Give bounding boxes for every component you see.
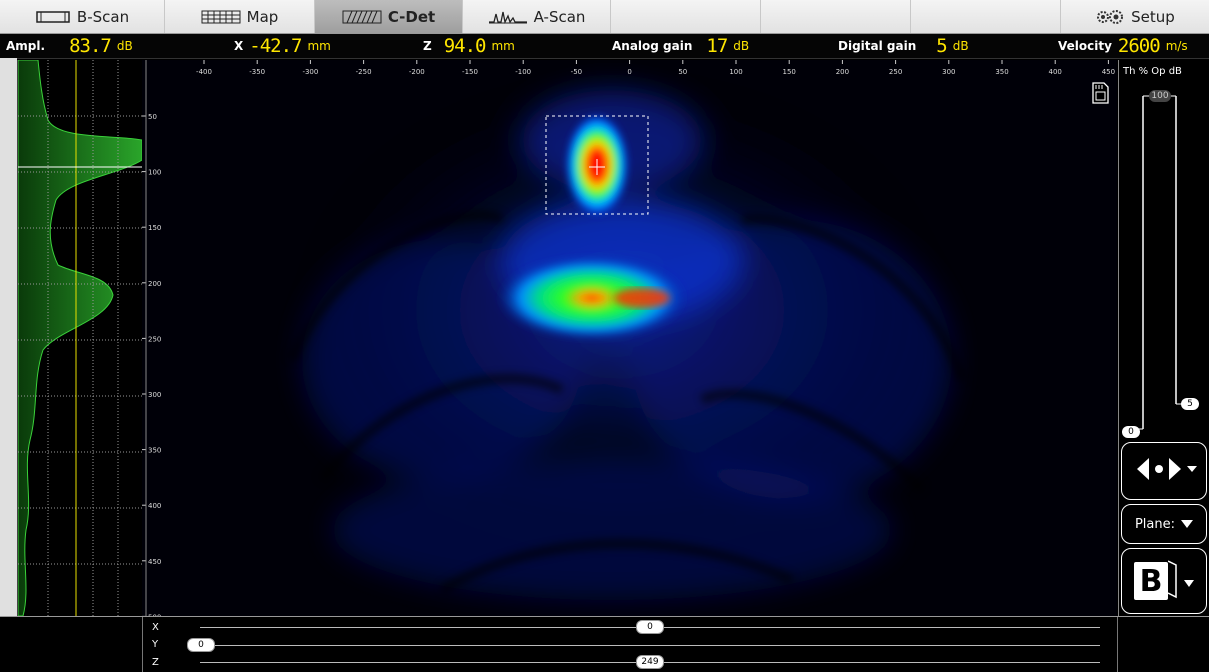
amplitude-profile-chart: [17, 59, 143, 617]
z-readout: Z 94.0 mm: [423, 35, 515, 57]
tab-empty-1: [611, 0, 761, 33]
threshold-sliders[interactable]: [1119, 84, 1209, 469]
tab-label: Setup: [1131, 7, 1175, 26]
book-edge-icon: [1167, 559, 1180, 603]
right-panel: Th % Op dB 100 0 5 Plane: B: [1118, 60, 1209, 616]
x-slider-label: X: [152, 622, 159, 633]
map-grid-icon: [201, 10, 241, 24]
z-slider-thumb[interactable]: 249: [636, 655, 664, 669]
left-right-arrows-icon: [1129, 454, 1199, 488]
hotspot-lower: [497, 256, 687, 340]
slider-top-thumb[interactable]: 100: [1149, 90, 1171, 102]
x-tick-label: -400: [196, 68, 212, 76]
x-tick-label: 150: [783, 68, 796, 76]
chevron-down-icon: [1184, 572, 1194, 591]
x-readout: X -42.7 mm: [234, 35, 331, 57]
bottom-divider: [1117, 617, 1118, 672]
x-tick-label: -200: [409, 68, 425, 76]
tab-empty-2: [761, 0, 911, 33]
chevron-down-icon: [1181, 517, 1194, 532]
threshold-thumb[interactable]: 0: [1122, 426, 1140, 438]
tab-empty-3: [911, 0, 1061, 33]
x-tick-label: 400: [1049, 68, 1062, 76]
gear-icon: [1095, 9, 1125, 25]
y-tick-label: 400: [148, 502, 161, 510]
x-tick-label: -100: [515, 68, 531, 76]
y-slider-thumb[interactable]: 0: [187, 638, 215, 652]
tab-map[interactable]: Map: [165, 0, 315, 33]
y-tick-label: 250: [148, 335, 161, 343]
x-tick-label: 0: [627, 68, 631, 76]
tab-label: Map: [246, 7, 279, 26]
cdet-heatmap[interactable]: -400 -350 -300 -250 -200 -150 -100 -50 0 50 100 150…: [142, 60, 1117, 616]
tab-bscan[interactable]: B-Scan: [0, 0, 165, 33]
y-tick-label: 50: [148, 113, 157, 121]
left-edge-strip: [0, 58, 17, 616]
tab-label: B-Scan: [76, 7, 130, 26]
y-axis: 50 100 150 200 250 300 350 400 450 500: [142, 60, 161, 616]
b-mode-badge: B: [1134, 562, 1168, 600]
tab-ascan[interactable]: A-Scan: [463, 0, 611, 33]
tab-setup[interactable]: Setup: [1061, 0, 1209, 33]
profile-curve: [17, 59, 143, 617]
x-axis: -400 -350 -300 -250 -200 -150 -100 -50 0 50 100 150…: [196, 60, 1115, 76]
x-tick-label: -250: [356, 68, 372, 76]
move-cursor-button[interactable]: [1121, 442, 1207, 500]
z-slider-label: Z: [152, 657, 159, 668]
x-tick-label: 250: [889, 68, 902, 76]
y-tick-label: 300: [148, 391, 161, 399]
x-tick-label: -350: [249, 68, 265, 76]
x-slider-thumb[interactable]: 0: [636, 620, 664, 634]
db-thumb[interactable]: 5: [1181, 398, 1199, 410]
ampl-readout: Ampl. 83.7 dB: [6, 35, 133, 57]
x-tick-label: 200: [836, 68, 849, 76]
tab-bar: B-Scan Map C-Det A-Scan Setup: [0, 0, 1209, 34]
y-tick-label: 100: [148, 169, 161, 177]
x-tick-label: 100: [729, 68, 742, 76]
cdet-image-view[interactable]: -400 -350 -300 -250 -200 -150 -100 -50 0 50 100 150…: [142, 60, 1117, 616]
amplitude-profile: [17, 59, 143, 617]
sd-card-icon: [1091, 82, 1109, 108]
x-tick-label: 300: [942, 68, 955, 76]
y-tick-label: 150: [148, 224, 161, 232]
plane-label: Plane:: [1134, 516, 1176, 532]
x-tick-label: 450: [1102, 68, 1115, 76]
readout-bar: Ampl. 83.7 dB X -42.7 mm Z 94.0 mm Analo…: [0, 34, 1209, 59]
ring-artifacts: [287, 210, 967, 595]
tab-label: A-Scan: [533, 7, 586, 26]
y-tick-label: 350: [148, 447, 161, 455]
tab-label: C-Det: [387, 7, 436, 26]
x-tick-label: -50: [571, 68, 582, 76]
y-tick-label: 500: [148, 613, 161, 616]
bscan-icon: [35, 10, 71, 24]
x-tick-label: -300: [302, 68, 318, 76]
digital-gain-readout: Digital gain 5 dB: [838, 35, 969, 57]
y-tick-label: 200: [148, 280, 161, 288]
ascan-icon: [488, 10, 528, 24]
analog-gain-readout: Analog gain 17 dB: [612, 35, 750, 57]
y-tick-label: 450: [148, 558, 161, 566]
bottom-left-blank: [0, 617, 143, 672]
x-tick-label: 350: [995, 68, 1008, 76]
velocity-readout: Velocity 2600 m/s: [1058, 35, 1188, 57]
x-tick-label: 50: [678, 68, 687, 76]
y-slider-track[interactable]: [200, 645, 1100, 646]
bscan-mode-button[interactable]: B: [1121, 548, 1207, 614]
y-slider-label: Y: [152, 639, 159, 650]
selection-gate[interactable]: [545, 115, 649, 215]
x-tick-label: -150: [462, 68, 478, 76]
position-sliders: X Y Z 0 0 249: [0, 616, 1209, 672]
crosshair-cursor[interactable]: [589, 159, 605, 175]
slider-header: Th % Op dB: [1123, 66, 1182, 77]
plane-select[interactable]: Plane:: [1121, 504, 1207, 544]
tab-cdet[interactable]: C-Det: [315, 0, 463, 33]
cdet-icon: [342, 10, 382, 24]
